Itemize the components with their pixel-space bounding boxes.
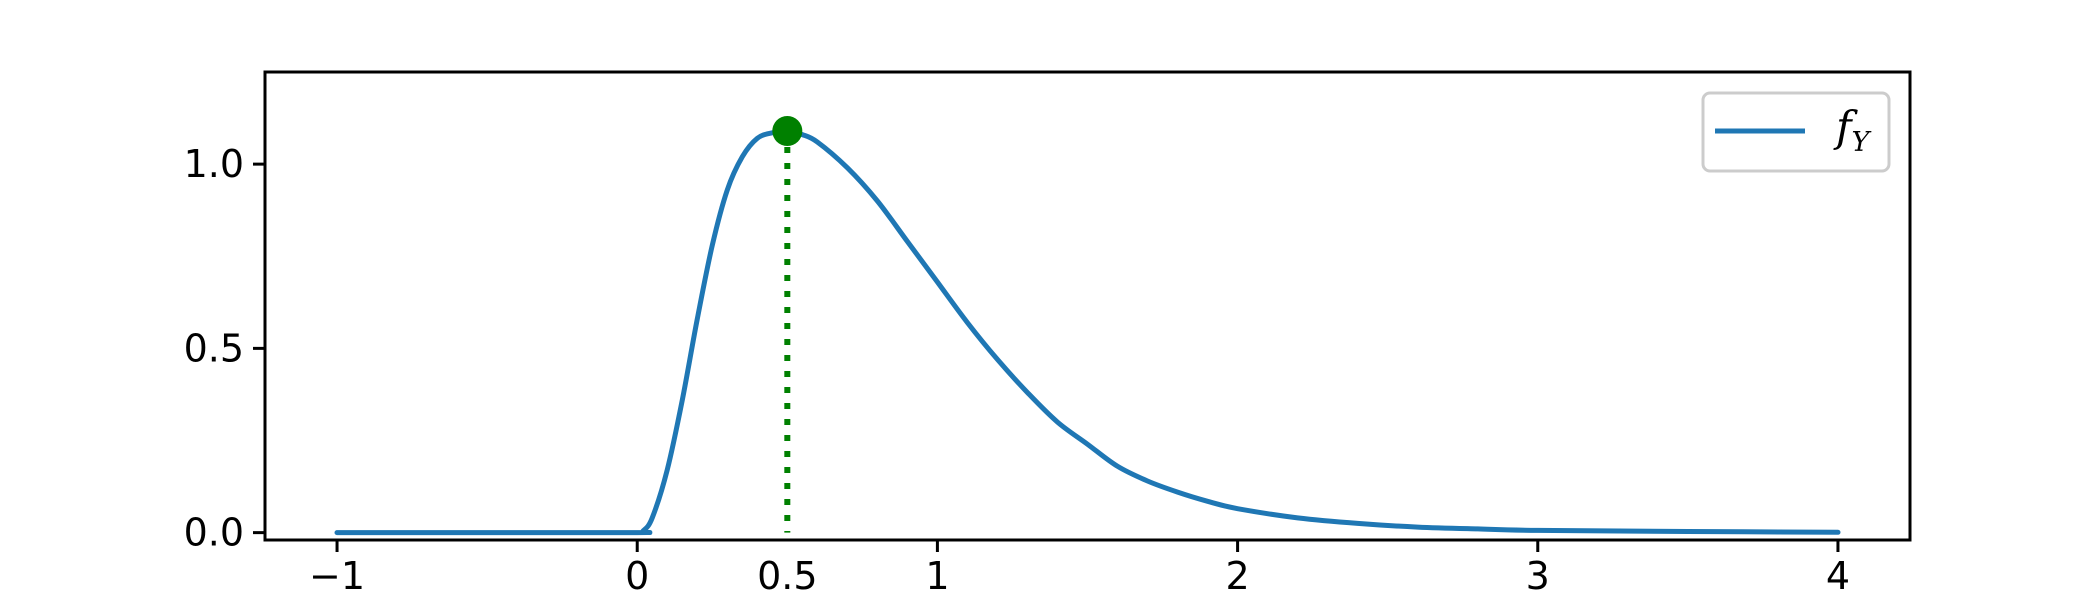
x-tick-label: 2 [1225,554,1249,598]
y-tick-label: 1.0 [184,142,244,186]
y-tick-label: 0.0 [184,511,244,555]
mode-point [772,115,803,146]
plot-background [265,72,1910,540]
mode-tick-label: 0.5 [757,554,817,598]
x-tick-label: 0 [625,554,649,598]
x-tick-label: 1 [925,554,949,598]
x-tick-label: 3 [1526,554,1550,598]
y-axis-ticks: 0.0 0.5 1.0 [184,142,265,555]
series-line-fY [334,128,1841,536]
x-tick-label: −1 [309,554,365,598]
x-tick-label: 4 [1826,554,1850,598]
legend: fY [1701,91,1891,173]
plot-frame [263,70,1912,542]
x-axis-ticks: −1 0 1 2 3 4 [309,540,1850,598]
y-tick-label: 0.5 [184,326,244,370]
legend-label-subscript: Y [1852,127,1872,158]
